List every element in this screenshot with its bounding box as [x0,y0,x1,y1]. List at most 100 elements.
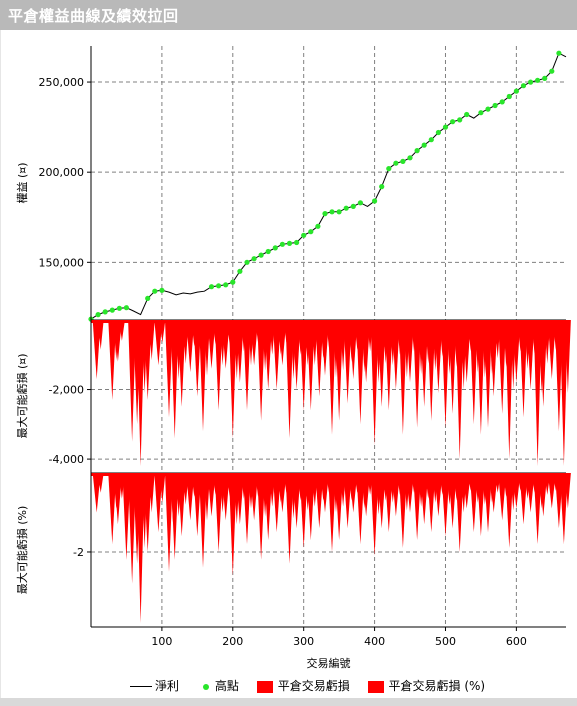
drawdown-spike [420,473,429,525]
drawdown-spike [489,320,498,397]
drawdown-spike [533,473,542,545]
window-title: 平倉權益曲線及績效拉回 [8,7,179,25]
equity-high-point [223,282,229,288]
drawdown-spike [214,473,223,552]
equity-high-point [343,205,349,211]
equity-high-point [123,305,129,311]
drawdown-spike [278,473,287,513]
drawdown-spike [170,473,179,560]
drawdown-spike [164,473,173,572]
drawdown-spike [228,320,237,439]
equity-high-point [499,99,505,105]
drawdown-spike [315,473,324,529]
drawdown-spike [242,320,251,411]
drawdown-spike [154,473,163,533]
drawdown-spike [193,320,202,397]
drawdown-spike [128,473,137,584]
y-tick-label: 200,000 [39,166,85,179]
drawdown-spike [113,473,122,525]
drawdown-spike [384,473,393,533]
drawdown-spike [257,473,266,560]
drawdown-spike [559,320,568,466]
drawdown-spike [519,320,528,418]
drawdown-spike [519,473,528,525]
drawdown-bars [92,473,571,624]
equity-high-point [208,284,215,290]
legend: 淨利 高點 平倉交易虧損 平倉交易虧損 (%) [130,677,499,694]
drawdown-spike [143,473,152,552]
drawdown-spike [462,320,471,383]
drawdown-spike [204,473,211,521]
equity-high-point [237,268,243,274]
drawdown-spike [564,320,571,393]
drawdown-spike [272,473,281,533]
drawdown-spike [250,320,259,366]
drawdown-spike [564,473,571,509]
drawdown-spike [462,473,471,509]
equity-high-point [329,209,335,215]
equity-high-point [286,240,293,246]
drawdown-baseline [91,473,566,476]
drawdown-bars [92,320,571,466]
equity-high-point [393,160,399,166]
drawdown-spike [285,320,294,439]
drawdown-spike [92,320,101,380]
drawdown-spike [398,473,407,548]
equity-high-point [102,309,108,315]
drawdown-spike [186,473,195,521]
drawdown-spike [512,320,521,383]
drawdown-spike [526,473,535,513]
legend-label-drawdown: 平倉交易虧損 [277,679,350,693]
equity-high-point [301,232,307,238]
drawdown-spike [122,473,131,560]
drawdown-spike [221,320,230,369]
drawdown-spike [92,473,101,513]
drawdown-spike [285,473,294,564]
equity-high-point [322,211,328,217]
drawdown-spike [434,320,443,393]
drawdown-spike [377,320,386,407]
drawdown-spike [539,320,548,407]
equity-high-point [116,305,122,311]
equity-high-point [442,124,449,130]
equity-high-point [520,83,527,89]
drawdown-spike [427,320,436,421]
y-tick-label: -4,000 [49,453,84,466]
drawdown-spike [177,320,186,407]
drawdown-spike [370,473,379,556]
drawdown-spike [306,320,315,411]
equity-high-point [542,75,548,81]
drawdown-spike [159,320,166,343]
drawdown-spike [377,473,386,529]
equity-high-point [386,166,392,172]
equity-high-point [556,50,562,56]
drawdown-spike [199,473,208,568]
equity-high-point [244,259,250,265]
drawdown-spike [335,320,344,421]
drawdown-spike [349,473,358,513]
legend-dot-swatch [202,683,209,690]
equity-high-point [230,279,236,285]
equity-high-point [159,287,165,293]
bottom-border [0,698,577,706]
drawdown-spike [299,320,308,411]
drawdown-spike [148,320,155,360]
drawdown-spike [539,473,548,517]
drawdown-spike [406,473,415,513]
equity-high-point [315,223,321,229]
drawdown-spike [264,473,273,541]
drawdown-spike [228,473,237,576]
drawdown-spike [272,320,281,390]
drawdown-spike [97,320,104,350]
legend-label-drawdown-pct: 平倉交易虧損 (%) [388,679,486,693]
equity-high-point [485,106,491,112]
y-tick-label: -2,000 [49,384,84,397]
legend-box-swatch [367,680,384,693]
drawdown-spike [235,320,244,383]
drawdown-spike [328,473,337,552]
drawdown-spike [214,320,223,411]
x-axis-label: 交易編號 [307,656,351,670]
drawdown-spike [476,473,485,537]
equity-high-point [372,198,378,204]
x-tick-label: 500 [435,635,456,648]
